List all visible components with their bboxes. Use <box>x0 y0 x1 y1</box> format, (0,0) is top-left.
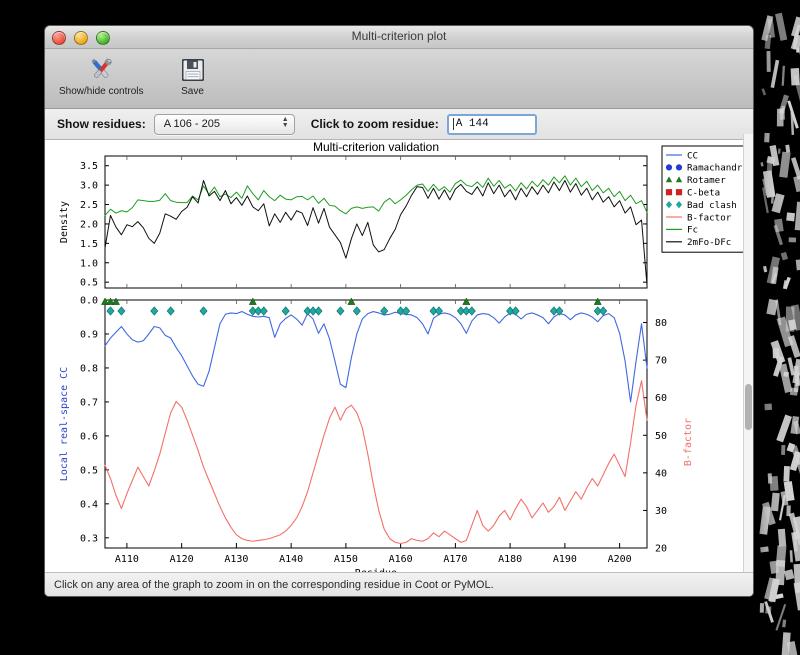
svg-text:Density: Density <box>59 201 70 243</box>
svg-text:0.3: 0.3 <box>80 533 98 544</box>
svg-text:1.0: 1.0 <box>80 258 98 269</box>
svg-text:A180: A180 <box>498 554 522 565</box>
floppy-disk-icon <box>179 55 207 85</box>
scrollbar-thumb[interactable] <box>745 384 752 430</box>
plot-area[interactable]: 0.5 1.0 1.5 2.0 2.5 3.0 3.5 Density Multi-criter… <box>45 140 753 580</box>
svg-text:3.0: 3.0 <box>80 181 98 192</box>
svg-text:50: 50 <box>655 431 667 442</box>
svg-text:A110: A110 <box>115 554 139 565</box>
svg-text:2.0: 2.0 <box>80 219 98 230</box>
svg-text:20: 20 <box>655 544 667 555</box>
svg-text:A160: A160 <box>389 554 413 565</box>
svg-text:Ramachandran: Ramachandran <box>687 163 753 174</box>
svg-text:30: 30 <box>655 506 667 517</box>
svg-text:CC: CC <box>687 150 698 161</box>
save-label: Save <box>181 86 204 97</box>
residue-range-select[interactable]: A 106 - 205 ▲ ▼ <box>153 113 295 135</box>
svg-text:A130: A130 <box>224 554 248 565</box>
svg-text:0.5: 0.5 <box>80 465 98 476</box>
zoom-residue-input[interactable]: A 144 <box>446 113 537 135</box>
window-title: Multi-criterion plot <box>351 29 447 43</box>
status-bar: Click on any area of the graph to zoom i… <box>45 572 753 596</box>
svg-text:1.5: 1.5 <box>80 239 98 250</box>
minimize-button[interactable] <box>74 31 88 45</box>
svg-text:Bad clash: Bad clash <box>687 200 737 211</box>
svg-text:A120: A120 <box>170 554 194 565</box>
multi-criterion-chart[interactable]: 0.5 1.0 1.5 2.0 2.5 3.0 3.5 Density Multi-criter… <box>45 140 753 580</box>
tools-icon <box>86 55 116 85</box>
svg-text:0.8: 0.8 <box>80 363 98 374</box>
svg-text:80: 80 <box>655 318 667 329</box>
zoom-button[interactable] <box>96 31 110 45</box>
svg-text:70: 70 <box>655 356 667 367</box>
svg-text:40: 40 <box>655 468 667 479</box>
save-button[interactable]: Save <box>158 53 228 99</box>
svg-text:2mFo-DFc: 2mFo-DFc <box>687 237 731 248</box>
svg-text:Fc: Fc <box>687 225 698 236</box>
svg-text:A150: A150 <box>334 554 358 565</box>
svg-text:60: 60 <box>655 393 667 404</box>
svg-text:B-factor: B-factor <box>683 418 694 466</box>
svg-text:B-factor: B-factor <box>687 212 732 223</box>
close-button[interactable] <box>52 31 66 45</box>
svg-text:0.9: 0.9 <box>80 329 98 340</box>
svg-text:A200: A200 <box>608 554 632 565</box>
svg-text:0.4: 0.4 <box>80 499 98 510</box>
svg-text:Rotamer: Rotamer <box>687 175 726 186</box>
application-window: Multi-criterion plot <box>44 25 754 597</box>
zoom-residue-value: A 144 <box>455 118 489 130</box>
show-hide-controls-label: Show/hide controls <box>59 86 144 97</box>
residue-range-value: A 106 - 205 <box>163 118 220 130</box>
svg-text:Multi-criterion validation: Multi-criterion validation <box>313 140 439 154</box>
svg-text:2.5: 2.5 <box>80 200 98 211</box>
show-residues-label: Show residues: <box>57 117 146 131</box>
toolbar: Show/hide controls Save <box>45 49 753 109</box>
vertical-scrollbar[interactable] <box>743 134 753 596</box>
svg-text:3.5: 3.5 <box>80 161 98 172</box>
svg-text:0.0: 0.0 <box>80 296 98 307</box>
svg-text:0.5: 0.5 <box>80 278 98 289</box>
zoom-residue-label: Click to zoom residue: <box>310 117 439 131</box>
show-hide-controls-button[interactable]: Show/hide controls <box>55 53 148 99</box>
svg-text:Local real-space CC: Local real-space CC <box>59 367 70 481</box>
controls-bar: Show residues: A 106 - 205 ▲ ▼ Click to z… <box>45 109 753 140</box>
chevron-updown-icon: ▲ ▼ <box>281 115 289 129</box>
window-controls[interactable] <box>52 31 110 45</box>
svg-text:A190: A190 <box>553 554 577 565</box>
svg-text:0.6: 0.6 <box>80 431 98 442</box>
svg-text:0.7: 0.7 <box>80 397 98 408</box>
svg-text:A170: A170 <box>443 554 467 565</box>
window-title-bar[interactable]: Multi-criterion plot <box>45 26 753 49</box>
svg-text:A140: A140 <box>279 554 303 565</box>
svg-text:C-beta: C-beta <box>687 188 720 199</box>
text-caret <box>452 118 454 130</box>
status-text: Click on any area of the graph to zoom i… <box>54 578 494 591</box>
